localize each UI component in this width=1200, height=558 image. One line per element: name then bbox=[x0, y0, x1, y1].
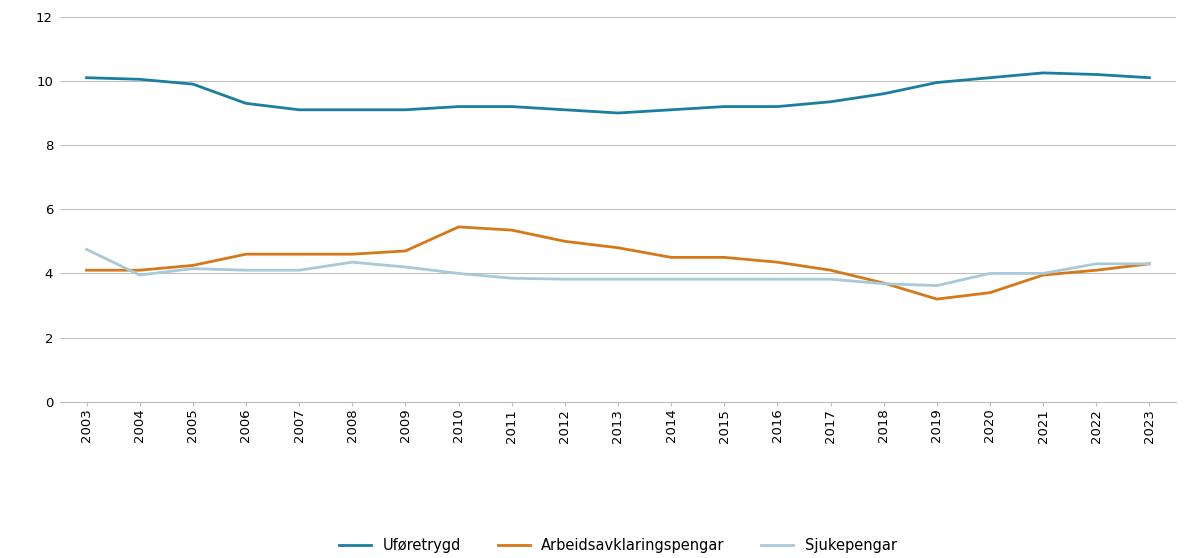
Uføretrygd bbox=[398, 107, 413, 113]
Arbeidsavklaringspengar bbox=[186, 262, 200, 269]
Arbeidsavklaringspengar bbox=[876, 280, 890, 286]
Arbeidsavklaringspengar bbox=[504, 227, 518, 233]
Arbeidsavklaringspengar bbox=[983, 290, 997, 296]
Arbeidsavklaringspengar bbox=[346, 251, 360, 258]
Line: Sjukepengar: Sjukepengar bbox=[86, 249, 1150, 286]
Sjukepengar bbox=[1036, 270, 1050, 277]
Arbeidsavklaringspengar bbox=[718, 254, 732, 261]
Arbeidsavklaringspengar bbox=[1090, 267, 1104, 273]
Sjukepengar bbox=[451, 270, 466, 277]
Sjukepengar bbox=[1142, 261, 1157, 267]
Arbeidsavklaringspengar bbox=[451, 224, 466, 230]
Sjukepengar bbox=[983, 270, 997, 277]
Sjukepengar bbox=[1090, 261, 1104, 267]
Line: Uføretrygd: Uføretrygd bbox=[86, 73, 1150, 113]
Uføretrygd bbox=[983, 74, 997, 81]
Uføretrygd bbox=[79, 74, 94, 81]
Arbeidsavklaringspengar bbox=[79, 267, 94, 273]
Uføretrygd bbox=[718, 103, 732, 110]
Sjukepengar bbox=[664, 276, 678, 282]
Uføretrygd bbox=[1090, 71, 1104, 78]
Uføretrygd bbox=[876, 90, 890, 97]
Sjukepengar bbox=[718, 276, 732, 282]
Arbeidsavklaringspengar bbox=[770, 259, 785, 266]
Uføretrygd bbox=[292, 107, 306, 113]
Arbeidsavklaringspengar bbox=[823, 267, 838, 273]
Uføretrygd bbox=[239, 100, 253, 107]
Sjukepengar bbox=[558, 276, 572, 282]
Arbeidsavklaringspengar bbox=[132, 267, 146, 273]
Line: Arbeidsavklaringspengar: Arbeidsavklaringspengar bbox=[86, 227, 1150, 299]
Arbeidsavklaringspengar bbox=[930, 296, 944, 302]
Uføretrygd bbox=[823, 98, 838, 105]
Arbeidsavklaringspengar bbox=[1142, 261, 1157, 267]
Sjukepengar bbox=[79, 246, 94, 253]
Uføretrygd bbox=[558, 107, 572, 113]
Uføretrygd bbox=[504, 103, 518, 110]
Sjukepengar bbox=[611, 276, 625, 282]
Uføretrygd bbox=[186, 81, 200, 88]
Arbeidsavklaringspengar bbox=[611, 244, 625, 251]
Arbeidsavklaringspengar bbox=[239, 251, 253, 258]
Uføretrygd bbox=[132, 76, 146, 83]
Sjukepengar bbox=[770, 276, 785, 282]
Legend: Uføretrygd, Arbeidsavklaringspengar, Sjukepengar: Uføretrygd, Arbeidsavklaringspengar, Sju… bbox=[334, 532, 902, 558]
Uføretrygd bbox=[930, 79, 944, 86]
Uføretrygd bbox=[1036, 70, 1050, 76]
Arbeidsavklaringspengar bbox=[398, 248, 413, 254]
Sjukepengar bbox=[823, 276, 838, 282]
Sjukepengar bbox=[186, 265, 200, 272]
Arbeidsavklaringspengar bbox=[664, 254, 678, 261]
Uføretrygd bbox=[346, 107, 360, 113]
Sjukepengar bbox=[239, 267, 253, 273]
Uføretrygd bbox=[770, 103, 785, 110]
Uføretrygd bbox=[664, 107, 678, 113]
Uføretrygd bbox=[611, 110, 625, 117]
Arbeidsavklaringspengar bbox=[558, 238, 572, 245]
Sjukepengar bbox=[504, 275, 518, 282]
Arbeidsavklaringspengar bbox=[1036, 272, 1050, 278]
Arbeidsavklaringspengar bbox=[292, 251, 306, 258]
Sjukepengar bbox=[346, 259, 360, 266]
Sjukepengar bbox=[876, 280, 890, 287]
Sjukepengar bbox=[292, 267, 306, 273]
Uføretrygd bbox=[1142, 74, 1157, 81]
Sjukepengar bbox=[398, 264, 413, 271]
Sjukepengar bbox=[132, 272, 146, 278]
Sjukepengar bbox=[930, 282, 944, 289]
Uføretrygd bbox=[451, 103, 466, 110]
